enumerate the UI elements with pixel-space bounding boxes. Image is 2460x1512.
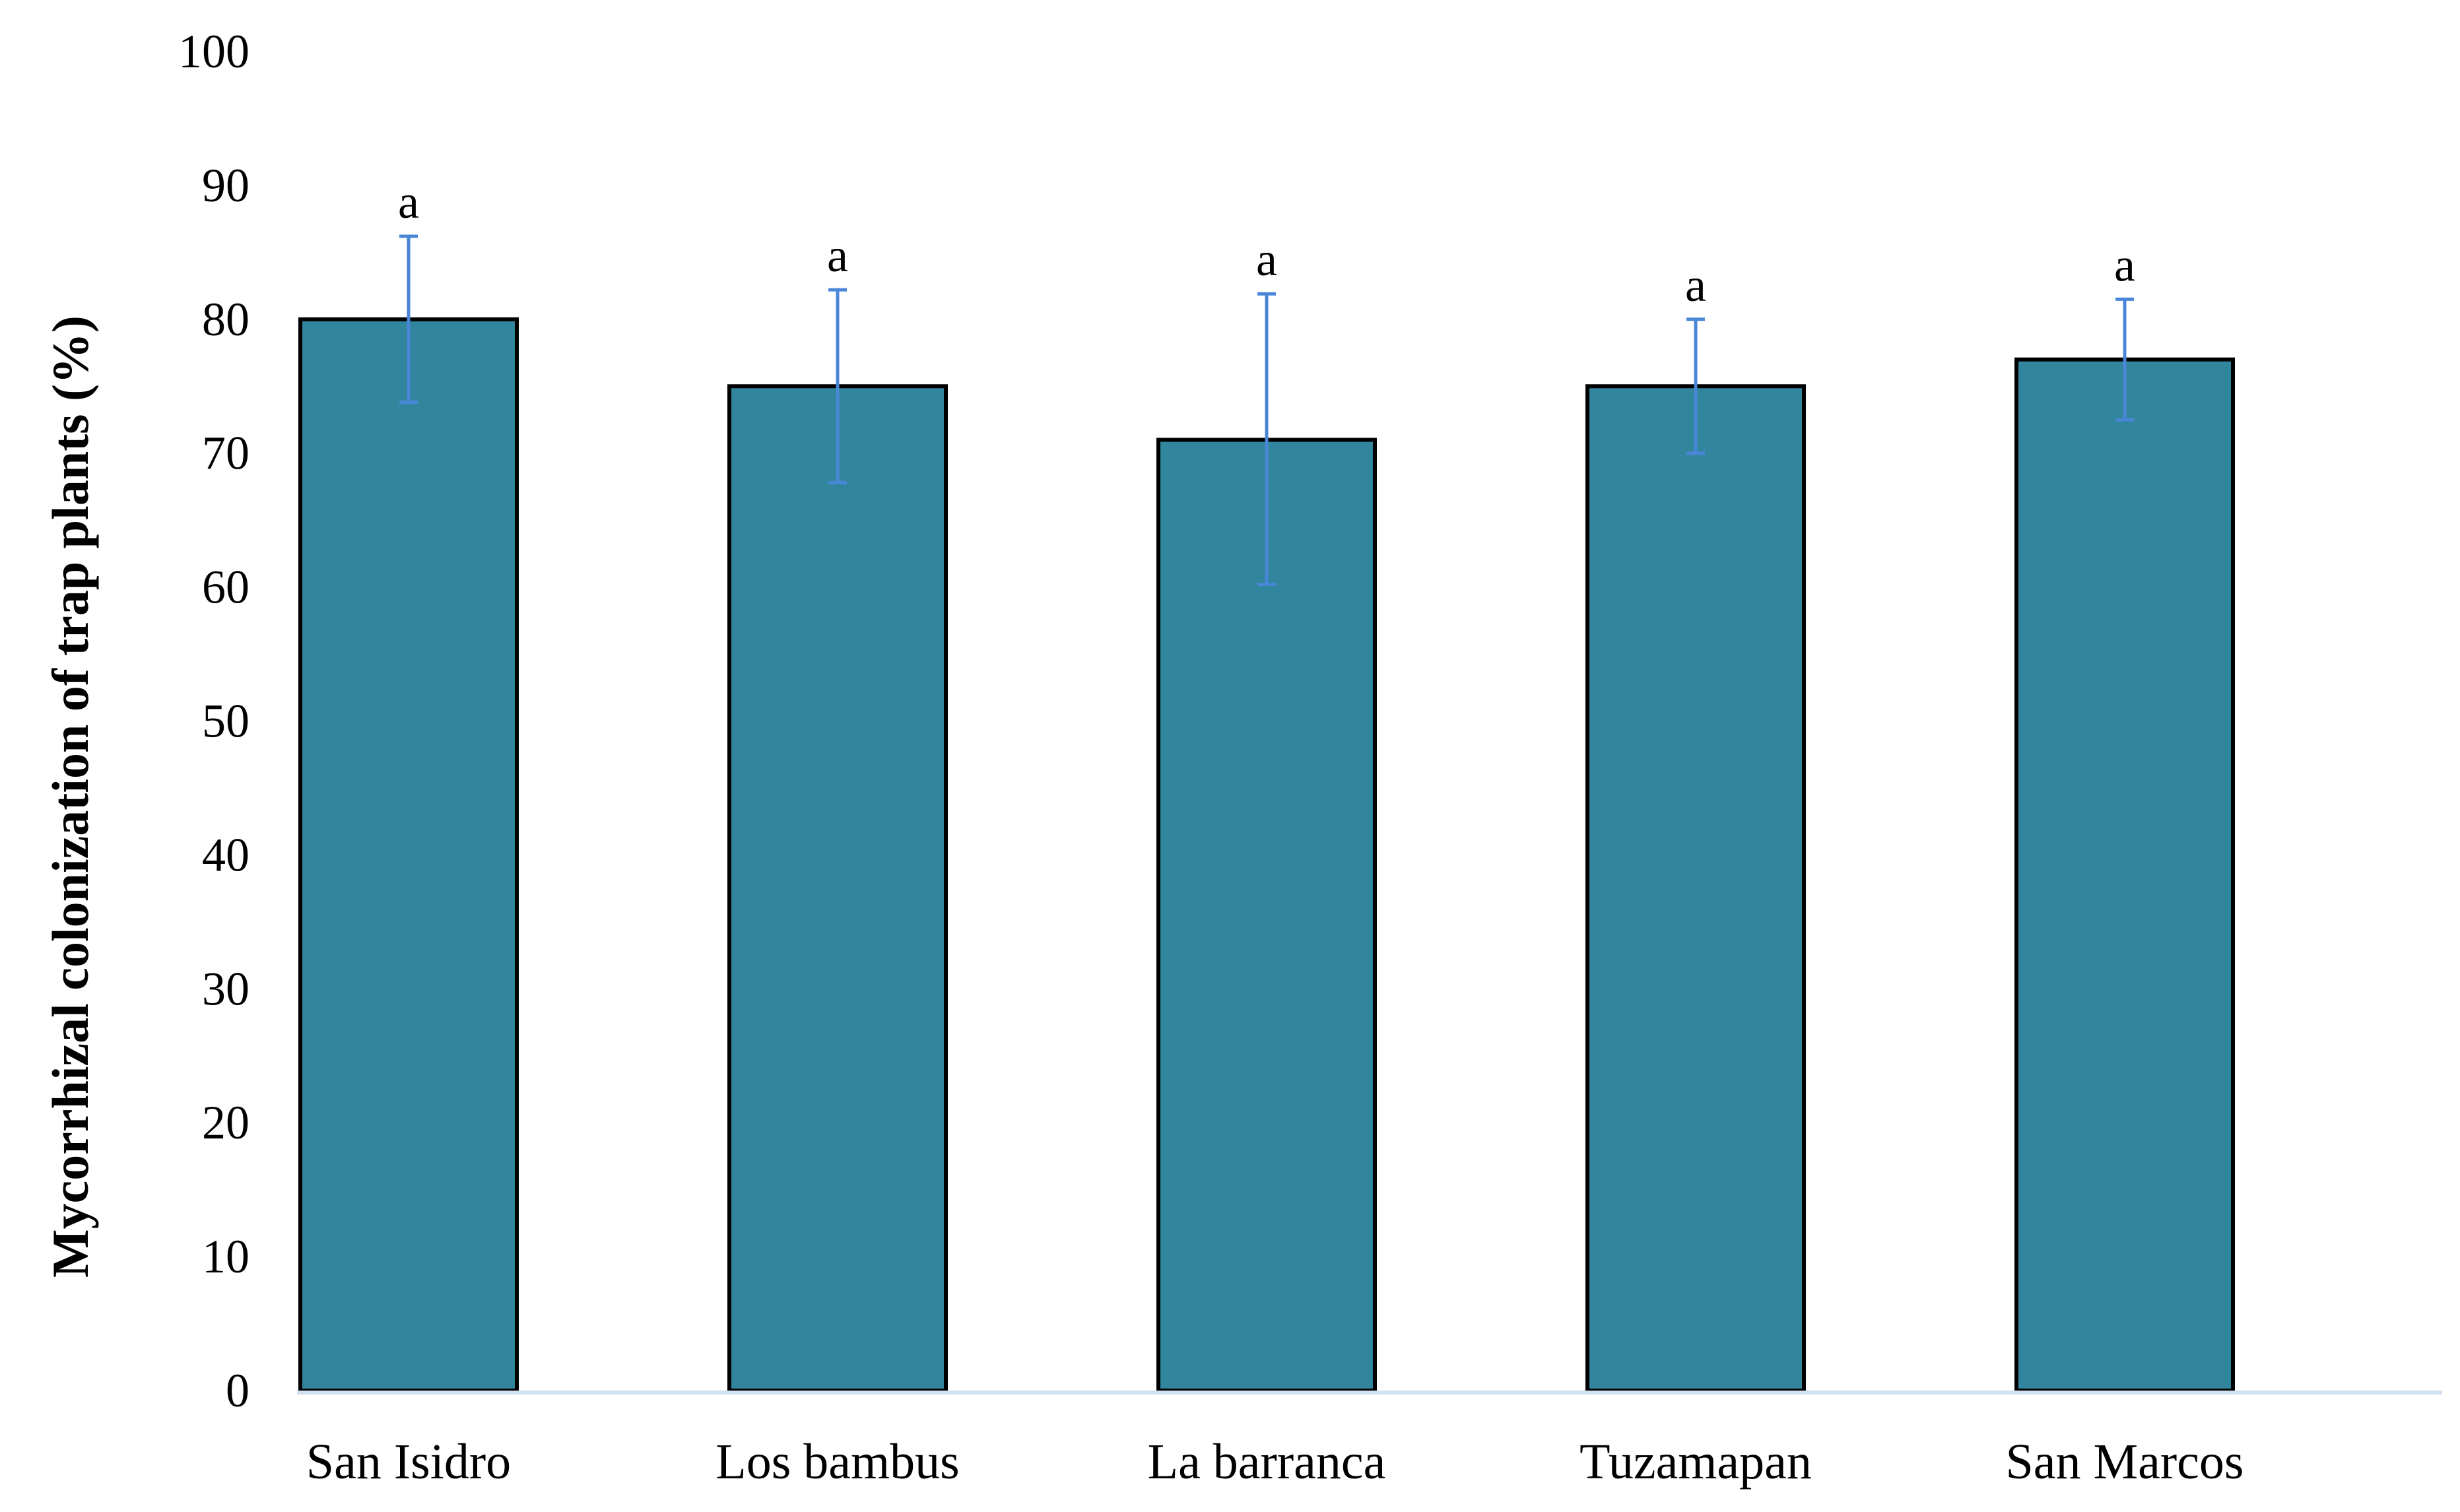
x-tick-label: San Marcos — [2006, 1434, 2244, 1490]
y-axis-ticks: 0 10 20 30 40 50 60 70 80 90 100 — [178, 25, 249, 1417]
y-tick-label: 90 — [202, 159, 249, 212]
y-tick-label: 100 — [178, 25, 249, 78]
x-tick-label: La barranca — [1148, 1434, 1386, 1490]
significance-label: a — [827, 229, 848, 282]
bar — [2014, 357, 2235, 1393]
y-axis-title-group: Mycorrhizal colonization of trap plants … — [42, 315, 99, 1278]
significance-label: a — [1256, 233, 1277, 286]
y-tick-label: 20 — [202, 1096, 249, 1149]
y-tick-label: 40 — [202, 828, 249, 881]
y-tick-label: 30 — [202, 962, 249, 1015]
error-bars — [399, 234, 2134, 587]
bar — [298, 317, 519, 1393]
significance-labels: a a a a a — [398, 176, 2135, 312]
y-tick-label: 10 — [202, 1230, 249, 1283]
y-tick-label: 0 — [226, 1364, 249, 1417]
y-tick-label: 70 — [202, 427, 249, 480]
y-tick-label: 60 — [202, 561, 249, 614]
x-tick-label: Tuzamapan — [1579, 1434, 1812, 1490]
bar — [727, 384, 948, 1393]
significance-label: a — [2114, 238, 2135, 291]
y-axis-title: Mycorrhizal colonization of trap plants … — [42, 315, 99, 1278]
x-axis-labels: San Isidro Los bambus La barranca Tuzamapan… — [306, 1434, 2244, 1490]
significance-label: a — [398, 176, 419, 228]
significance-label: a — [1685, 259, 1706, 312]
bar — [1585, 384, 1806, 1393]
y-tick-label: 80 — [202, 293, 249, 346]
x-tick-label: Los bambus — [715, 1434, 959, 1490]
y-tick-label: 50 — [202, 695, 249, 748]
x-tick-label: San Isidro — [306, 1434, 511, 1490]
